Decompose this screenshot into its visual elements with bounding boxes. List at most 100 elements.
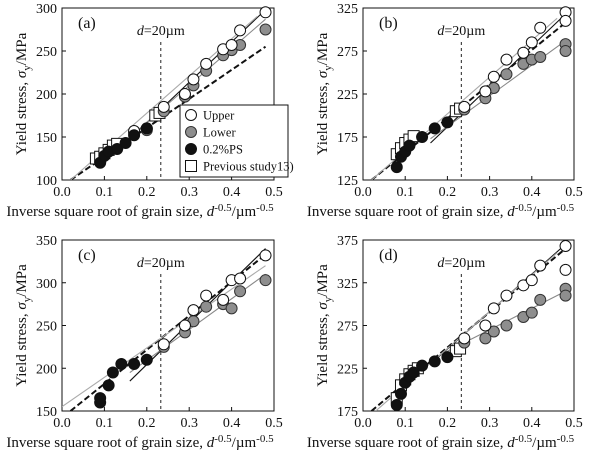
x-tick-label: 0.0: [354, 416, 372, 431]
panel-label: (a): [78, 15, 96, 32]
data-point-open-circle: [500, 53, 513, 66]
data-point-black-circle: [94, 392, 107, 405]
x-tick-label: 0.2: [138, 185, 156, 200]
data-point-black-circle: [106, 366, 119, 379]
x-axis-label: Inverse square root of grain size, d-0.5…: [307, 202, 575, 220]
legend-entry-label: Lower: [203, 126, 236, 140]
data-point-gray-circle: [525, 306, 538, 319]
data-point-open-circle: [487, 302, 500, 315]
grain-size-label: d=20µm: [137, 24, 185, 39]
legend-box: [179, 104, 289, 178]
x-tick-label: 0.3: [180, 185, 198, 200]
data-point-open-circle: [525, 274, 538, 287]
fit-line-open-square: [62, 265, 266, 408]
grain-size-label: d=20µm: [437, 24, 485, 39]
data-point-open-circle: [234, 272, 247, 285]
data-point-open-circle: [259, 249, 272, 262]
data-point-open-circle: [200, 289, 213, 302]
y-tick-label: 250: [36, 45, 57, 60]
data-point-black-circle: [407, 366, 420, 379]
grain-size-label: d=20µm: [137, 256, 185, 271]
y-axis-label: Yield stress, σy/MPa: [14, 32, 33, 155]
data-point-open-circle: [200, 57, 213, 70]
data-point-open-circle: [234, 24, 247, 37]
data-point-black-circle: [428, 355, 441, 368]
legend-marker-gray-circle: [185, 126, 197, 138]
y-tick-label: 375: [337, 234, 358, 249]
data-point-open-circle: [157, 100, 170, 113]
chart-panel-d: 0.0 0.1 0.2 0.3 0.4 0.5 175 225 275 325 375 Inverse…: [307, 234, 583, 451]
data-point-open-circle: [500, 289, 513, 302]
x-axis-label: Inverse square root of grain size, d-0.5…: [6, 202, 274, 220]
data-point-gray-circle: [559, 289, 572, 302]
panel-label: (c): [78, 247, 96, 264]
y-axis-label: Yield stress, σy/MPa: [315, 264, 334, 387]
data-point-black-circle: [394, 387, 407, 400]
data-point-open-circle: [534, 21, 547, 34]
data-point-gray-circle: [225, 302, 238, 315]
data-point-black-circle: [390, 161, 403, 174]
data-point-black-circle: [128, 357, 141, 370]
data-point-gray-circle: [234, 285, 247, 298]
data-point-gray-circle: [200, 300, 213, 313]
y-axis-label: Yield stress, σy/MPa: [14, 264, 33, 387]
data-point-black-circle: [128, 129, 141, 142]
data-point-black-circle: [140, 353, 153, 366]
x-tick-label: 0.0: [53, 416, 71, 431]
legend-marker-black-circle: [185, 143, 197, 155]
data-point-open-circle: [187, 304, 200, 317]
x-tick-label: 0.5: [565, 416, 583, 431]
x-tick-label: 0.3: [481, 416, 499, 431]
y-tick-label: 250: [36, 320, 57, 335]
data-point-open-circle: [458, 100, 471, 113]
chart-panel-c: 0.0 0.1 0.2 0.3 0.4 0.5 150 200 250 300 350 Inverse…: [6, 234, 282, 451]
grain-size-label: d=20µm: [437, 256, 485, 271]
data-point-black-circle: [102, 379, 115, 392]
x-tick-label: 0.2: [439, 185, 457, 200]
data-point-open-circle: [187, 73, 200, 86]
data-point-open-circle: [458, 332, 471, 345]
data-point-open-circle: [178, 88, 191, 100]
data-point-open-circle: [517, 46, 530, 59]
x-tick-label: 0.0: [53, 185, 71, 200]
y-tick-label: 125: [337, 174, 358, 189]
y-tick-label: 300: [36, 277, 57, 292]
data-point-black-circle: [441, 116, 454, 129]
y-tick-label: 200: [36, 88, 57, 103]
legend-marker-open-circle: [185, 109, 197, 121]
data-point-open-circle: [487, 70, 500, 83]
y-axis-label: Yield stress, σy/MPa: [315, 32, 334, 155]
x-tick-label: 0.2: [439, 416, 457, 431]
data-point-open-circle: [559, 263, 572, 276]
chart-panel-a: 0.0 0.1 0.2 0.3 0.4 0.5 100 150 200 250 300 Inverse…: [6, 2, 293, 220]
x-tick-label: 0.1: [96, 416, 114, 431]
x-tick-label: 0.4: [223, 185, 241, 200]
data-point-open-circle: [525, 36, 538, 49]
data-point-open-circle: [559, 14, 572, 27]
data-point-gray-circle: [559, 45, 572, 57]
data-point-black-circle: [441, 351, 454, 364]
data-point-black-circle: [403, 139, 416, 152]
x-tick-label: 0.1: [396, 416, 414, 431]
data-point-gray-circle: [259, 23, 272, 36]
x-tick-label: 0.4: [223, 416, 241, 431]
x-tick-label: 0.4: [523, 416, 541, 431]
y-tick-label: 225: [337, 362, 358, 377]
data-point-open-circle: [157, 338, 170, 351]
data-point-gray-circle: [534, 293, 547, 306]
data-point-open-circle: [259, 6, 272, 19]
y-tick-label: 350: [36, 234, 57, 249]
y-tick-label: 275: [337, 320, 358, 335]
legend-entry-label: Upper: [203, 109, 235, 123]
data-point-black-circle: [428, 122, 441, 135]
data-point-black-circle: [416, 131, 429, 143]
y-tick-label: 300: [36, 2, 57, 17]
data-point-gray-circle: [500, 319, 513, 332]
y-tick-label: 150: [36, 131, 57, 146]
x-tick-label: 0.3: [180, 416, 198, 431]
data-point-black-circle: [111, 143, 124, 156]
legend-marker-open-square: [185, 160, 197, 172]
x-tick-label: 0.5: [265, 185, 283, 200]
legend-entry-label: Previous study13): [203, 160, 294, 174]
